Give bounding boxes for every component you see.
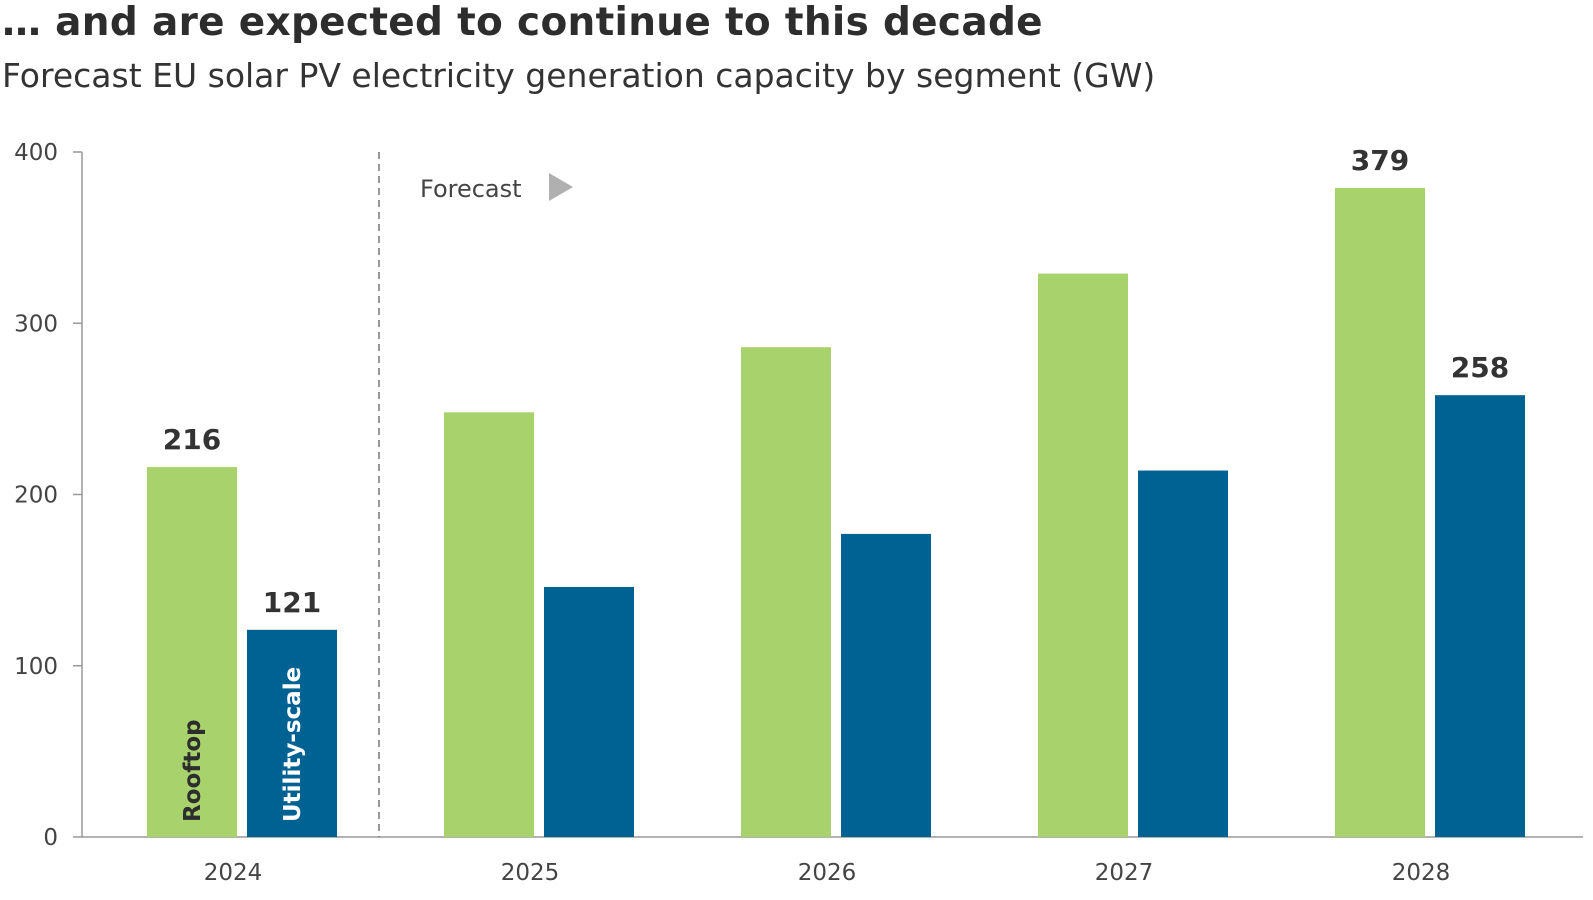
bar-rooftop-2024 [147,467,237,837]
chart-subtitle: Forecast EU solar PV electricity generat… [2,56,1156,95]
forecast-arrow-icon [549,173,573,201]
x-tick-label: 2026 [798,860,857,886]
y-tick-label: 0 [43,825,58,851]
bar-rooftop-2028 [1335,187,1425,837]
bar-utility-scale-2025 [544,586,634,837]
forecast-label: Forecast [420,175,522,203]
bar-rooftop-2026 [741,347,831,837]
data-label: 121 [263,586,321,619]
bar-utility-scale-2027 [1138,470,1228,837]
data-label: 216 [163,423,221,456]
y-tick-label: 200 [14,483,58,509]
bar-utility-scale-2024 [247,629,337,837]
bar-rooftop-2027 [1038,273,1128,837]
x-tick-label: 2027 [1095,860,1154,886]
y-tick-label: 100 [14,654,58,680]
series-label-utility-scale: Utility-scale [280,667,306,822]
bar-utility-scale-2028 [1435,395,1525,837]
bar-utility-scale-2026 [841,533,931,837]
x-tick-label: 2025 [501,860,560,886]
bar-rooftop-2025 [444,412,534,837]
data-label: 379 [1351,144,1409,177]
series-label-rooftop: Rooftop [180,719,206,822]
x-tick-label: 2024 [204,860,263,886]
chart-title: … and are expected to continue to this d… [2,0,1043,45]
y-tick-label: 300 [14,311,58,337]
y-tick-label: 400 [14,140,58,166]
x-tick-label: 2028 [1392,860,1451,886]
data-label: 258 [1451,351,1509,384]
